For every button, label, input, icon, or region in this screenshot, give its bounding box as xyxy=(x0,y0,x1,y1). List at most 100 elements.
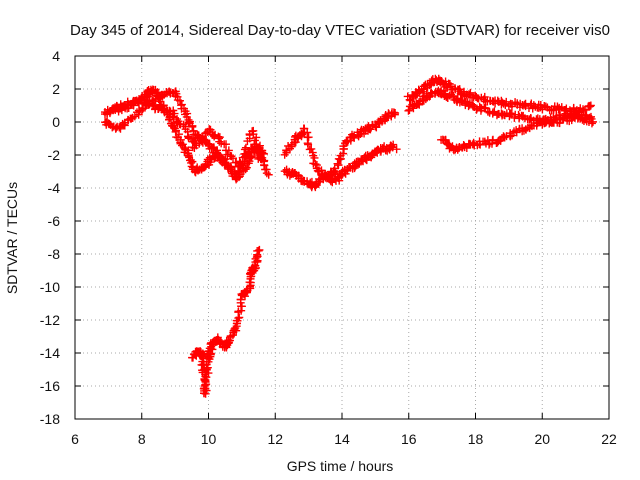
y-tick-label: -14 xyxy=(40,345,60,361)
y-tick-label: -2 xyxy=(48,147,61,163)
x-tick-label: 12 xyxy=(267,431,283,447)
data-point xyxy=(175,96,184,105)
y-tick-label: 2 xyxy=(52,81,60,97)
series-track-f-midday-lower xyxy=(280,140,401,192)
x-axis-ticks: 6 8 10 12 14 16 18 20 22 xyxy=(71,56,617,447)
data-point xyxy=(231,323,240,332)
data-point xyxy=(536,101,545,110)
data-point xyxy=(508,131,517,140)
series-track-d-low-segment xyxy=(188,245,264,398)
data-point xyxy=(229,154,238,163)
data-point xyxy=(310,153,319,162)
data-point xyxy=(178,140,187,149)
data-point xyxy=(304,133,313,142)
chart-title: Day 345 of 2014, Sidereal Day-to-day VTE… xyxy=(70,22,610,39)
x-tick-label: 22 xyxy=(601,431,617,447)
data-point xyxy=(587,112,596,121)
y-tick-label: 0 xyxy=(52,114,60,130)
data-point xyxy=(205,344,214,353)
x-axis-label: GPS time / hours xyxy=(287,458,394,474)
data-point xyxy=(468,102,477,111)
data-point xyxy=(226,165,235,174)
data-point xyxy=(311,160,320,169)
y-tick-label: -8 xyxy=(48,246,61,262)
data-point xyxy=(241,143,250,152)
data-point xyxy=(475,102,484,111)
data-point xyxy=(241,165,250,174)
data-point xyxy=(500,133,509,142)
data-point xyxy=(480,92,489,101)
data-point xyxy=(224,146,233,155)
plot-frame xyxy=(74,55,610,420)
x-tick-label: 18 xyxy=(468,431,484,447)
y-axis-ticks: 4 2 0 -2 -4 -6 -8 -10 -12 -14 -16 -18 xyxy=(40,48,609,427)
data-point xyxy=(541,102,550,111)
data-point xyxy=(170,109,179,118)
data-point xyxy=(195,139,204,148)
data-point xyxy=(502,97,511,106)
data-points xyxy=(100,74,597,398)
x-tick-label: 14 xyxy=(334,431,350,447)
series-track-c-early-scatter xyxy=(103,94,269,171)
data-point xyxy=(215,137,224,146)
data-point xyxy=(185,117,194,126)
data-point xyxy=(531,102,540,111)
data-point xyxy=(392,145,401,154)
data-point xyxy=(562,104,571,113)
data-point xyxy=(206,125,215,134)
data-point xyxy=(415,100,424,109)
x-tick-label: 16 xyxy=(401,431,417,447)
data-point xyxy=(282,148,291,157)
data-point xyxy=(222,159,231,168)
data-point xyxy=(184,118,193,127)
data-point xyxy=(144,100,153,109)
x-tick-label: 20 xyxy=(534,431,550,447)
data-point xyxy=(240,145,249,154)
y-tick-label: 4 xyxy=(52,48,60,64)
data-point xyxy=(254,246,263,255)
data-point xyxy=(264,170,273,179)
data-point xyxy=(201,159,210,168)
grid-lines xyxy=(75,56,609,419)
y-tick-label: -4 xyxy=(48,180,61,196)
data-point xyxy=(366,125,375,134)
data-point xyxy=(312,161,321,170)
data-point xyxy=(262,169,271,178)
x-tick-label: 8 xyxy=(138,431,146,447)
data-point xyxy=(224,338,233,347)
data-point xyxy=(236,295,245,304)
data-point xyxy=(235,313,244,322)
y-tick-label: -6 xyxy=(48,213,61,229)
data-point xyxy=(236,162,245,171)
data-point xyxy=(255,245,264,254)
y-tick-label: -12 xyxy=(40,312,60,328)
y-tick-label: -18 xyxy=(40,411,60,427)
y-tick-label: -16 xyxy=(40,378,60,394)
data-point xyxy=(391,108,400,117)
data-point xyxy=(389,140,398,149)
data-point xyxy=(169,113,178,122)
data-point xyxy=(237,302,246,311)
data-point xyxy=(188,122,197,131)
data-point xyxy=(165,107,174,116)
data-point xyxy=(441,135,450,144)
series-track-i-afternoon-lower xyxy=(437,108,596,155)
data-point xyxy=(179,120,188,129)
data-point xyxy=(200,163,209,172)
data-point xyxy=(130,112,139,121)
data-point xyxy=(250,136,259,145)
data-point xyxy=(159,101,168,110)
data-point xyxy=(563,111,572,120)
x-tick-label: 6 xyxy=(71,431,79,447)
data-point xyxy=(585,102,594,111)
data-point xyxy=(333,159,342,168)
data-point xyxy=(404,106,413,115)
y-tick-label: -10 xyxy=(40,279,60,295)
y-axis-label: SDTVAR / TECUs xyxy=(4,182,20,294)
data-point xyxy=(550,115,559,124)
data-point xyxy=(202,360,211,369)
data-point xyxy=(257,148,266,157)
data-point xyxy=(586,101,595,110)
data-point xyxy=(188,143,197,152)
